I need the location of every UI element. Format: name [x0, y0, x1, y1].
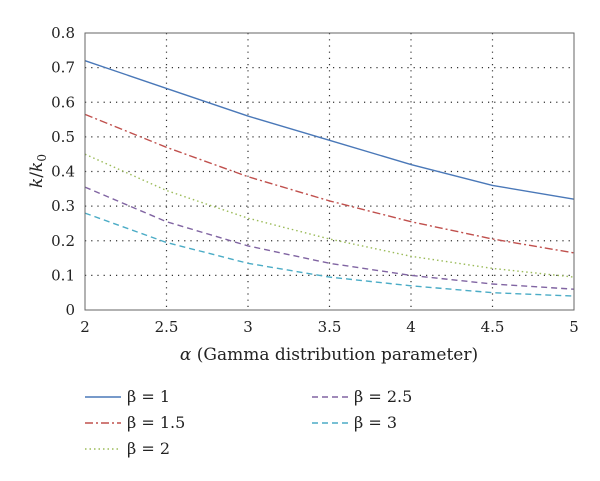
legend-label: β = 1 [127, 387, 170, 406]
y-tick-label: 0.1 [51, 266, 75, 284]
legend-label: β = 2 [127, 439, 170, 458]
y-tick-label: 0 [65, 301, 75, 319]
y-tick-label: 0.8 [51, 24, 75, 42]
x-tick-label: 2.5 [155, 318, 179, 336]
x-tick-label: 4 [406, 318, 416, 336]
y-tick-label: 0.3 [51, 197, 75, 215]
y-tick-labels: 0 0.1 0.2 0.3 0.4 0.5 0.6 0.7 0.8 [51, 24, 75, 319]
legend-label: β = 3 [354, 413, 397, 432]
series-line [84, 113, 575, 254]
y-axis-title: k/k0 [27, 154, 49, 188]
y-tick-label: 0.2 [51, 232, 75, 250]
series-lines [84, 60, 575, 297]
x-tick-label: 5 [569, 318, 579, 336]
legend-label: β = 1.5 [127, 413, 185, 432]
grid [85, 33, 574, 310]
x-tick-label: 4.5 [481, 318, 505, 336]
y-tick-label: 0.5 [51, 128, 75, 146]
x-axis-title: α (Gamma distribution parameter) [180, 345, 478, 365]
legend: β = 1 β = 1.5 β = 2 β = 2.5 β = 3 [85, 387, 412, 458]
series-line [84, 212, 575, 297]
y-tick-label: 0.6 [51, 93, 75, 111]
y-tick-label: 0.7 [51, 59, 75, 77]
series-line [84, 186, 575, 290]
x-tick-labels: 2 2.5 3 3.5 4 4.5 5 [80, 318, 579, 336]
x-tick-label: 3.5 [318, 318, 342, 336]
x-tick-label: 2 [80, 318, 90, 336]
series-line [84, 153, 575, 278]
y-tick-label: 0.4 [51, 163, 75, 181]
series-line [84, 60, 575, 200]
plot-frame [84, 32, 575, 311]
legend-label: β = 2.5 [354, 387, 412, 406]
x-tick-label: 3 [243, 318, 253, 336]
